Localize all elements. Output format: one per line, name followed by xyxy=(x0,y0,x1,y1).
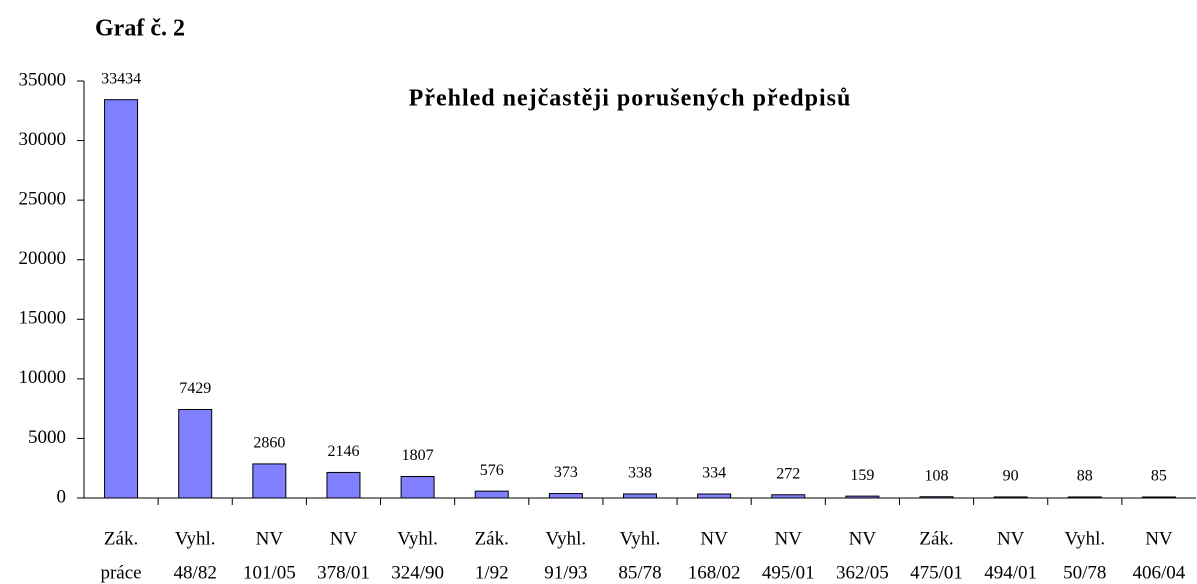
value-label: 1807 xyxy=(402,447,434,464)
bar xyxy=(548,493,583,499)
x-tick-label: Vyhl. xyxy=(546,528,587,549)
x-tick-label: 378/01 xyxy=(317,562,370,583)
x-tick-label: 495/01 xyxy=(762,562,815,583)
y-tick-label: 10000 xyxy=(19,367,67,388)
value-label: 576 xyxy=(480,462,504,479)
bar xyxy=(104,99,139,499)
bar xyxy=(771,494,806,499)
y-tick-label: 30000 xyxy=(19,129,67,150)
value-label: 334 xyxy=(702,465,726,482)
bar xyxy=(623,493,657,499)
x-tick-label: 475/01 xyxy=(910,562,963,583)
y-tick-label: 15000 xyxy=(19,308,67,329)
x-tick-label: Vyhl. xyxy=(397,528,438,549)
x-tick-label: 406/04 xyxy=(1133,562,1186,583)
value-label: 338 xyxy=(628,465,652,482)
x-tick-label: 91/93 xyxy=(544,562,587,583)
x-tick-label: NV xyxy=(849,528,877,549)
value-label: 272 xyxy=(776,465,800,482)
bar xyxy=(178,408,213,499)
chart-title: Přehled nejčastěji porušených předpisů xyxy=(409,86,852,112)
x-tick-label: NV xyxy=(256,528,284,549)
value-label: 2860 xyxy=(253,435,285,452)
bar xyxy=(697,493,732,499)
bar xyxy=(919,496,954,499)
value-label: 88 xyxy=(1077,468,1093,485)
bar xyxy=(400,475,435,499)
x-tick-label: práce xyxy=(100,562,141,583)
x-tick-label: NV xyxy=(700,528,728,549)
value-label: 373 xyxy=(554,464,578,481)
x-tick-label: 168/02 xyxy=(688,562,741,583)
x-tick-label: 101/05 xyxy=(243,562,296,583)
x-tick-label: Zák. xyxy=(104,528,138,549)
x-tick-label: NV xyxy=(775,528,803,549)
value-label: 159 xyxy=(850,467,874,484)
bar xyxy=(1067,496,1102,499)
value-label: 33434 xyxy=(101,70,141,87)
x-tick-label: 494/01 xyxy=(984,562,1037,583)
x-tick-label: 324/90 xyxy=(391,562,444,583)
x-tick-label: 1/92 xyxy=(475,562,509,583)
x-tick-label: 48/82 xyxy=(174,562,217,583)
bar xyxy=(1141,496,1176,499)
value-label: 7429 xyxy=(179,380,211,397)
y-tick-label: 0 xyxy=(57,486,67,507)
value-label: 108 xyxy=(925,467,949,484)
x-tick-label: 50/78 xyxy=(1063,562,1106,583)
x-tick-label: NV xyxy=(330,528,358,549)
x-tick-label: Vyhl. xyxy=(620,528,661,549)
x-tick-label: 362/05 xyxy=(836,562,889,583)
x-tick-label: 85/78 xyxy=(618,562,661,583)
bar xyxy=(993,496,1028,499)
bar xyxy=(326,471,361,499)
x-tick-label: Vyhl. xyxy=(175,528,216,549)
bar xyxy=(474,490,509,499)
value-label: 90 xyxy=(1003,468,1019,485)
value-label: 85 xyxy=(1151,468,1167,485)
x-tick-label: Zák. xyxy=(475,528,509,549)
y-tick-label: 25000 xyxy=(19,189,67,210)
x-tick-label: Zák. xyxy=(919,528,953,549)
y-tick-label: 5000 xyxy=(28,427,66,448)
x-tick-label: NV xyxy=(997,528,1025,549)
y-tick-label: 20000 xyxy=(19,248,67,269)
x-tick-label: Vyhl. xyxy=(1064,528,1105,549)
chart-heading: Graf č. 2 xyxy=(95,16,185,42)
bar xyxy=(252,463,287,499)
bar xyxy=(845,495,880,499)
value-label: 2146 xyxy=(327,443,359,460)
x-tick-label: NV xyxy=(1145,528,1173,549)
y-tick-label: 35000 xyxy=(19,69,67,90)
